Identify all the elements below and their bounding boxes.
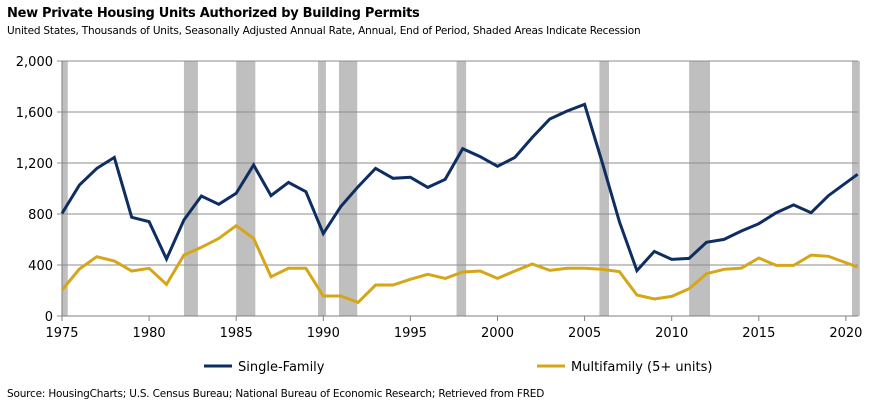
legend-label: Multifamily (5+ units) <box>571 360 712 375</box>
recession-band <box>851 61 860 316</box>
y-tick-label: 0 <box>45 310 53 325</box>
legend-item: Multifamily (5+ units) <box>537 360 712 375</box>
x-tick-label: 1990 <box>307 326 340 341</box>
y-tick-label: 800 <box>28 208 53 223</box>
x-tick-label: 1995 <box>394 326 427 341</box>
y-tick-label: 400 <box>28 259 53 274</box>
legend-item: Single-Family <box>204 360 325 375</box>
chart-subtitle: United States, Thousands of Units, Seaso… <box>7 25 641 37</box>
recession-band <box>318 61 326 316</box>
recession-band <box>183 61 198 316</box>
x-tick-label: 2000 <box>481 326 514 341</box>
recession-band <box>456 61 467 316</box>
x-tick-label: 2015 <box>742 326 775 341</box>
y-tick-label: 1,600 <box>16 106 53 121</box>
series-line-multifamily <box>60 223 859 305</box>
x-tick-label: 2005 <box>568 326 601 341</box>
series-line-single-family <box>60 102 859 274</box>
y-tick-label: 2,000 <box>16 55 53 70</box>
legend-label: Single-Family <box>238 360 325 375</box>
recession-band <box>338 61 358 316</box>
x-tick-label: 2010 <box>655 326 688 341</box>
recession-band <box>236 61 256 316</box>
recession-band <box>62 61 68 316</box>
x-tick-label: 1975 <box>45 326 78 341</box>
x-tick-label: 2020 <box>829 326 862 341</box>
y-tick-label: 1,200 <box>16 157 53 172</box>
chart-source: Source: HousingCharts; U.S. Census Burea… <box>7 388 545 400</box>
recession-band <box>599 61 609 316</box>
chart-title: New Private Housing Units Authorized by … <box>7 6 420 21</box>
x-tick-label: 1980 <box>133 326 166 341</box>
x-tick-label: 1985 <box>220 326 253 341</box>
